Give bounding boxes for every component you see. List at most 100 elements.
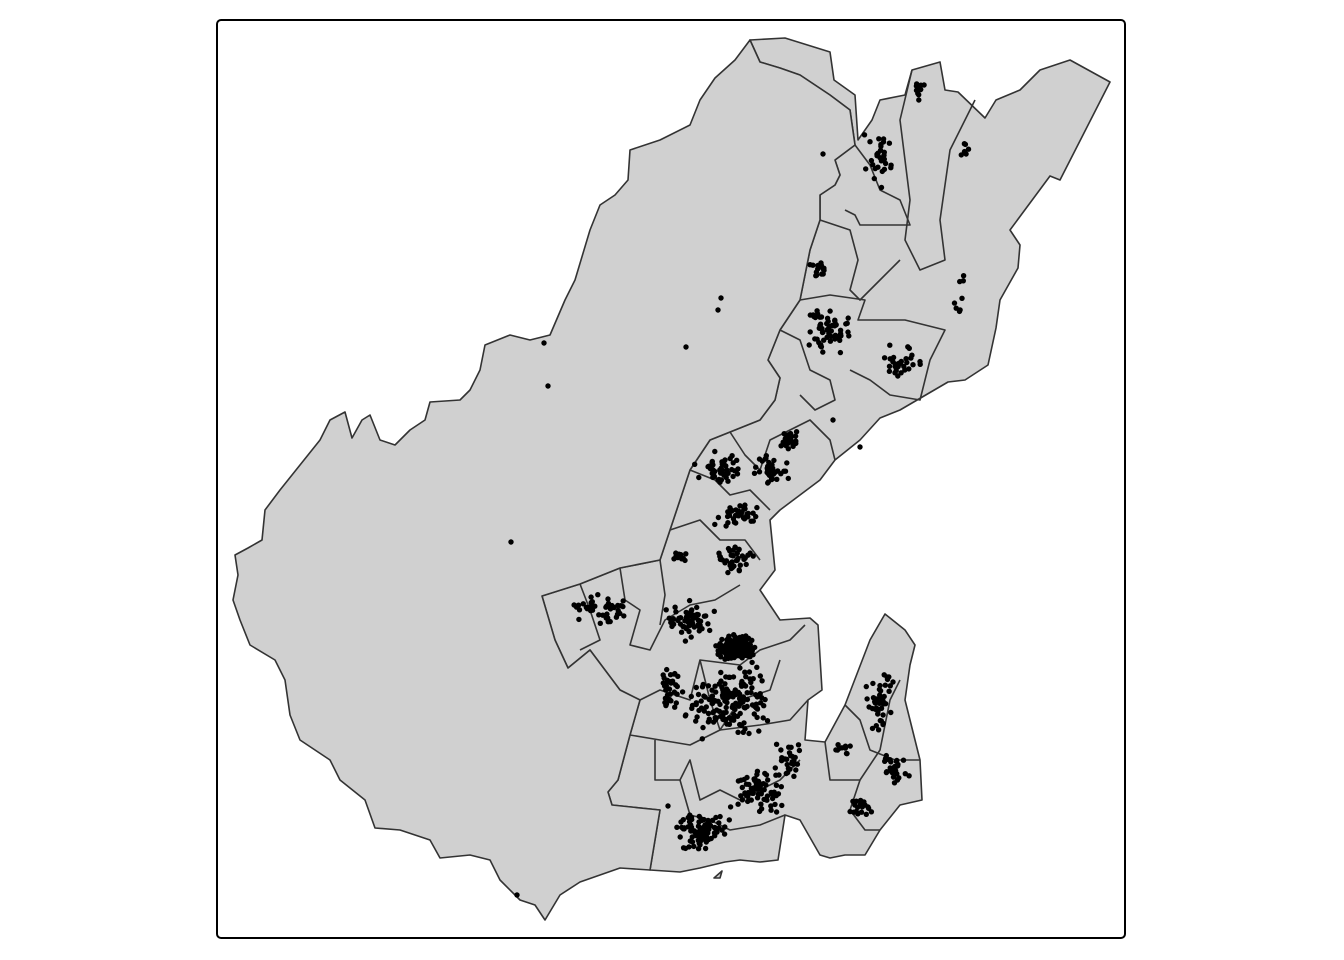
event-point	[727, 804, 734, 810]
event-point	[824, 327, 831, 333]
event-point	[888, 709, 894, 716]
event-point	[725, 545, 732, 552]
event-point	[727, 674, 733, 680]
event-point	[785, 475, 791, 482]
event-point	[711, 830, 718, 836]
event-point	[576, 616, 582, 623]
event-point	[830, 417, 836, 423]
event-point	[761, 787, 767, 793]
event-point	[741, 516, 748, 522]
event-point	[721, 831, 728, 837]
event-point	[866, 704, 872, 710]
event-point	[721, 460, 727, 466]
event-point	[580, 601, 586, 607]
event-point	[677, 615, 684, 621]
event-point	[718, 295, 724, 301]
event-point	[756, 728, 762, 734]
event-point	[845, 315, 851, 321]
event-point	[918, 82, 924, 88]
event-point	[820, 266, 826, 272]
event-point	[732, 635, 739, 641]
event-point	[689, 834, 695, 840]
boundary-line	[824, 679, 901, 781]
event-point	[868, 157, 875, 164]
event-point	[742, 669, 748, 675]
event-point	[776, 772, 782, 778]
event-point	[701, 613, 708, 619]
event-point	[709, 700, 716, 707]
event-point	[784, 460, 790, 466]
event-point	[742, 641, 748, 648]
event-point	[876, 136, 882, 142]
event-point	[705, 710, 712, 717]
boundary-line	[619, 567, 741, 651]
event-point	[739, 678, 745, 685]
event-point	[753, 464, 759, 470]
event-point	[883, 752, 889, 759]
event-point	[740, 729, 746, 735]
western-region	[232, 39, 856, 921]
event-point	[695, 691, 702, 698]
event-point	[719, 827, 725, 833]
event-point	[886, 363, 893, 369]
event-point	[878, 705, 885, 711]
event-point	[951, 300, 958, 306]
event-point	[965, 146, 972, 152]
event-point	[677, 834, 683, 840]
event-point	[756, 456, 763, 462]
event-point	[727, 647, 733, 653]
event-point	[810, 262, 816, 268]
event-point	[744, 774, 750, 781]
event-point	[732, 644, 739, 650]
event-point	[712, 521, 718, 528]
event-point	[700, 681, 706, 688]
event-point	[824, 320, 830, 327]
event-point	[890, 679, 896, 685]
event-point	[828, 333, 834, 340]
event-point	[588, 594, 594, 600]
event-point	[960, 278, 966, 284]
event-point	[686, 819, 693, 825]
event-point	[739, 784, 745, 791]
event-point	[762, 696, 768, 703]
event-point	[689, 705, 695, 711]
event-point	[873, 723, 879, 729]
event-point	[832, 335, 839, 341]
event-point	[917, 86, 924, 93]
event-point	[687, 812, 693, 818]
event-point	[887, 683, 893, 689]
event-point	[754, 706, 761, 712]
event-point	[735, 729, 741, 735]
event-point	[778, 784, 784, 790]
event-point	[735, 778, 742, 784]
event-point	[718, 678, 724, 684]
event-point	[892, 363, 898, 370]
event-point	[737, 562, 743, 568]
event-point	[665, 803, 671, 809]
event-point	[748, 689, 754, 696]
event-point	[754, 795, 761, 801]
event-point	[725, 688, 731, 694]
event-point	[662, 682, 669, 688]
event-point	[843, 321, 849, 327]
event-point	[683, 344, 689, 350]
event-point	[700, 724, 706, 731]
event-point	[916, 92, 922, 98]
event-point	[739, 634, 746, 640]
event-point	[597, 620, 603, 626]
event-point	[894, 777, 901, 783]
event-point	[762, 770, 768, 777]
event-point	[673, 609, 679, 615]
event-point	[824, 315, 831, 321]
event-point	[837, 337, 843, 343]
event-point	[715, 514, 722, 521]
event-point	[726, 512, 733, 519]
event-point	[737, 665, 743, 671]
event-point	[706, 463, 712, 470]
event-point	[620, 598, 626, 604]
event-point	[745, 798, 751, 805]
event-point	[746, 669, 753, 675]
event-point	[847, 743, 853, 749]
event-point	[861, 132, 868, 138]
boundary-line	[844, 144, 911, 226]
